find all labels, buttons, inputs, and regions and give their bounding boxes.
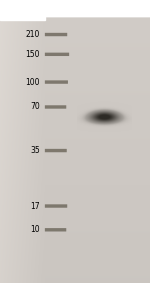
FancyBboxPatch shape	[45, 204, 67, 208]
FancyBboxPatch shape	[45, 33, 67, 36]
Text: 150: 150	[25, 50, 40, 59]
Text: 70: 70	[30, 102, 40, 112]
FancyBboxPatch shape	[45, 228, 66, 231]
FancyBboxPatch shape	[45, 53, 69, 56]
Text: 100: 100	[25, 78, 40, 87]
Text: 10: 10	[30, 225, 40, 234]
FancyBboxPatch shape	[45, 80, 68, 84]
Text: 17: 17	[30, 201, 40, 211]
FancyBboxPatch shape	[45, 105, 66, 109]
Text: 210: 210	[25, 30, 40, 39]
Text: 35: 35	[30, 146, 40, 155]
FancyBboxPatch shape	[45, 149, 67, 152]
Text: kDa: kDa	[22, 8, 40, 17]
Bar	[0, 0, 45, 20]
